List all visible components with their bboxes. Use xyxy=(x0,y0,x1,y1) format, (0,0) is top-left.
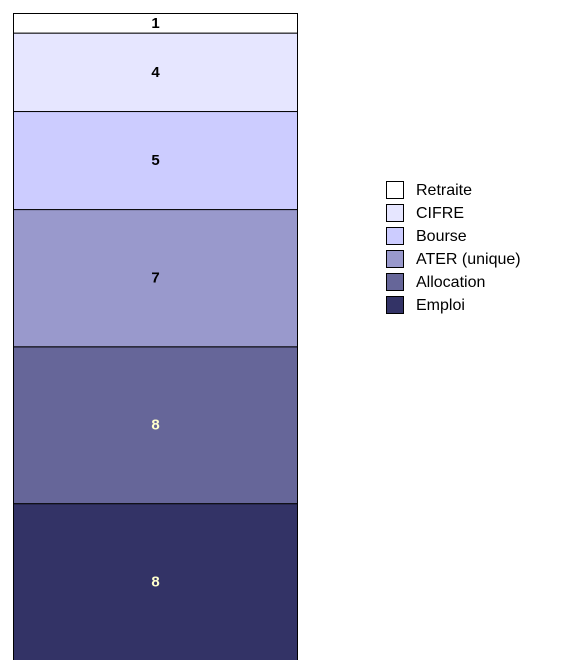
legend-swatch xyxy=(386,250,404,268)
data-label: 8 xyxy=(151,574,159,591)
legend-swatch xyxy=(386,227,404,245)
legend-label: Bourse xyxy=(416,228,467,245)
bar-segment xyxy=(13,32,298,113)
bar-segment xyxy=(13,13,298,34)
legend-swatch xyxy=(386,273,404,291)
legend-label: ATER (unique) xyxy=(416,251,521,268)
bar-segment xyxy=(13,209,298,348)
data-label: 5 xyxy=(151,152,159,169)
bar-segment xyxy=(13,503,298,660)
legend-label: Allocation xyxy=(416,274,485,291)
bar-segment xyxy=(13,111,298,211)
legend-swatch xyxy=(386,296,404,314)
data-label: 8 xyxy=(151,417,159,434)
data-label: 1 xyxy=(151,15,159,32)
data-label: 4 xyxy=(151,64,160,81)
legend-label: Emploi xyxy=(416,297,465,314)
legend-swatch xyxy=(386,181,404,199)
data-label: 7 xyxy=(151,270,159,287)
legend-label: Retraite xyxy=(416,182,472,199)
legend-swatch xyxy=(386,204,404,222)
bar-segment xyxy=(13,346,298,505)
legend-label: CIFRE xyxy=(416,205,464,222)
